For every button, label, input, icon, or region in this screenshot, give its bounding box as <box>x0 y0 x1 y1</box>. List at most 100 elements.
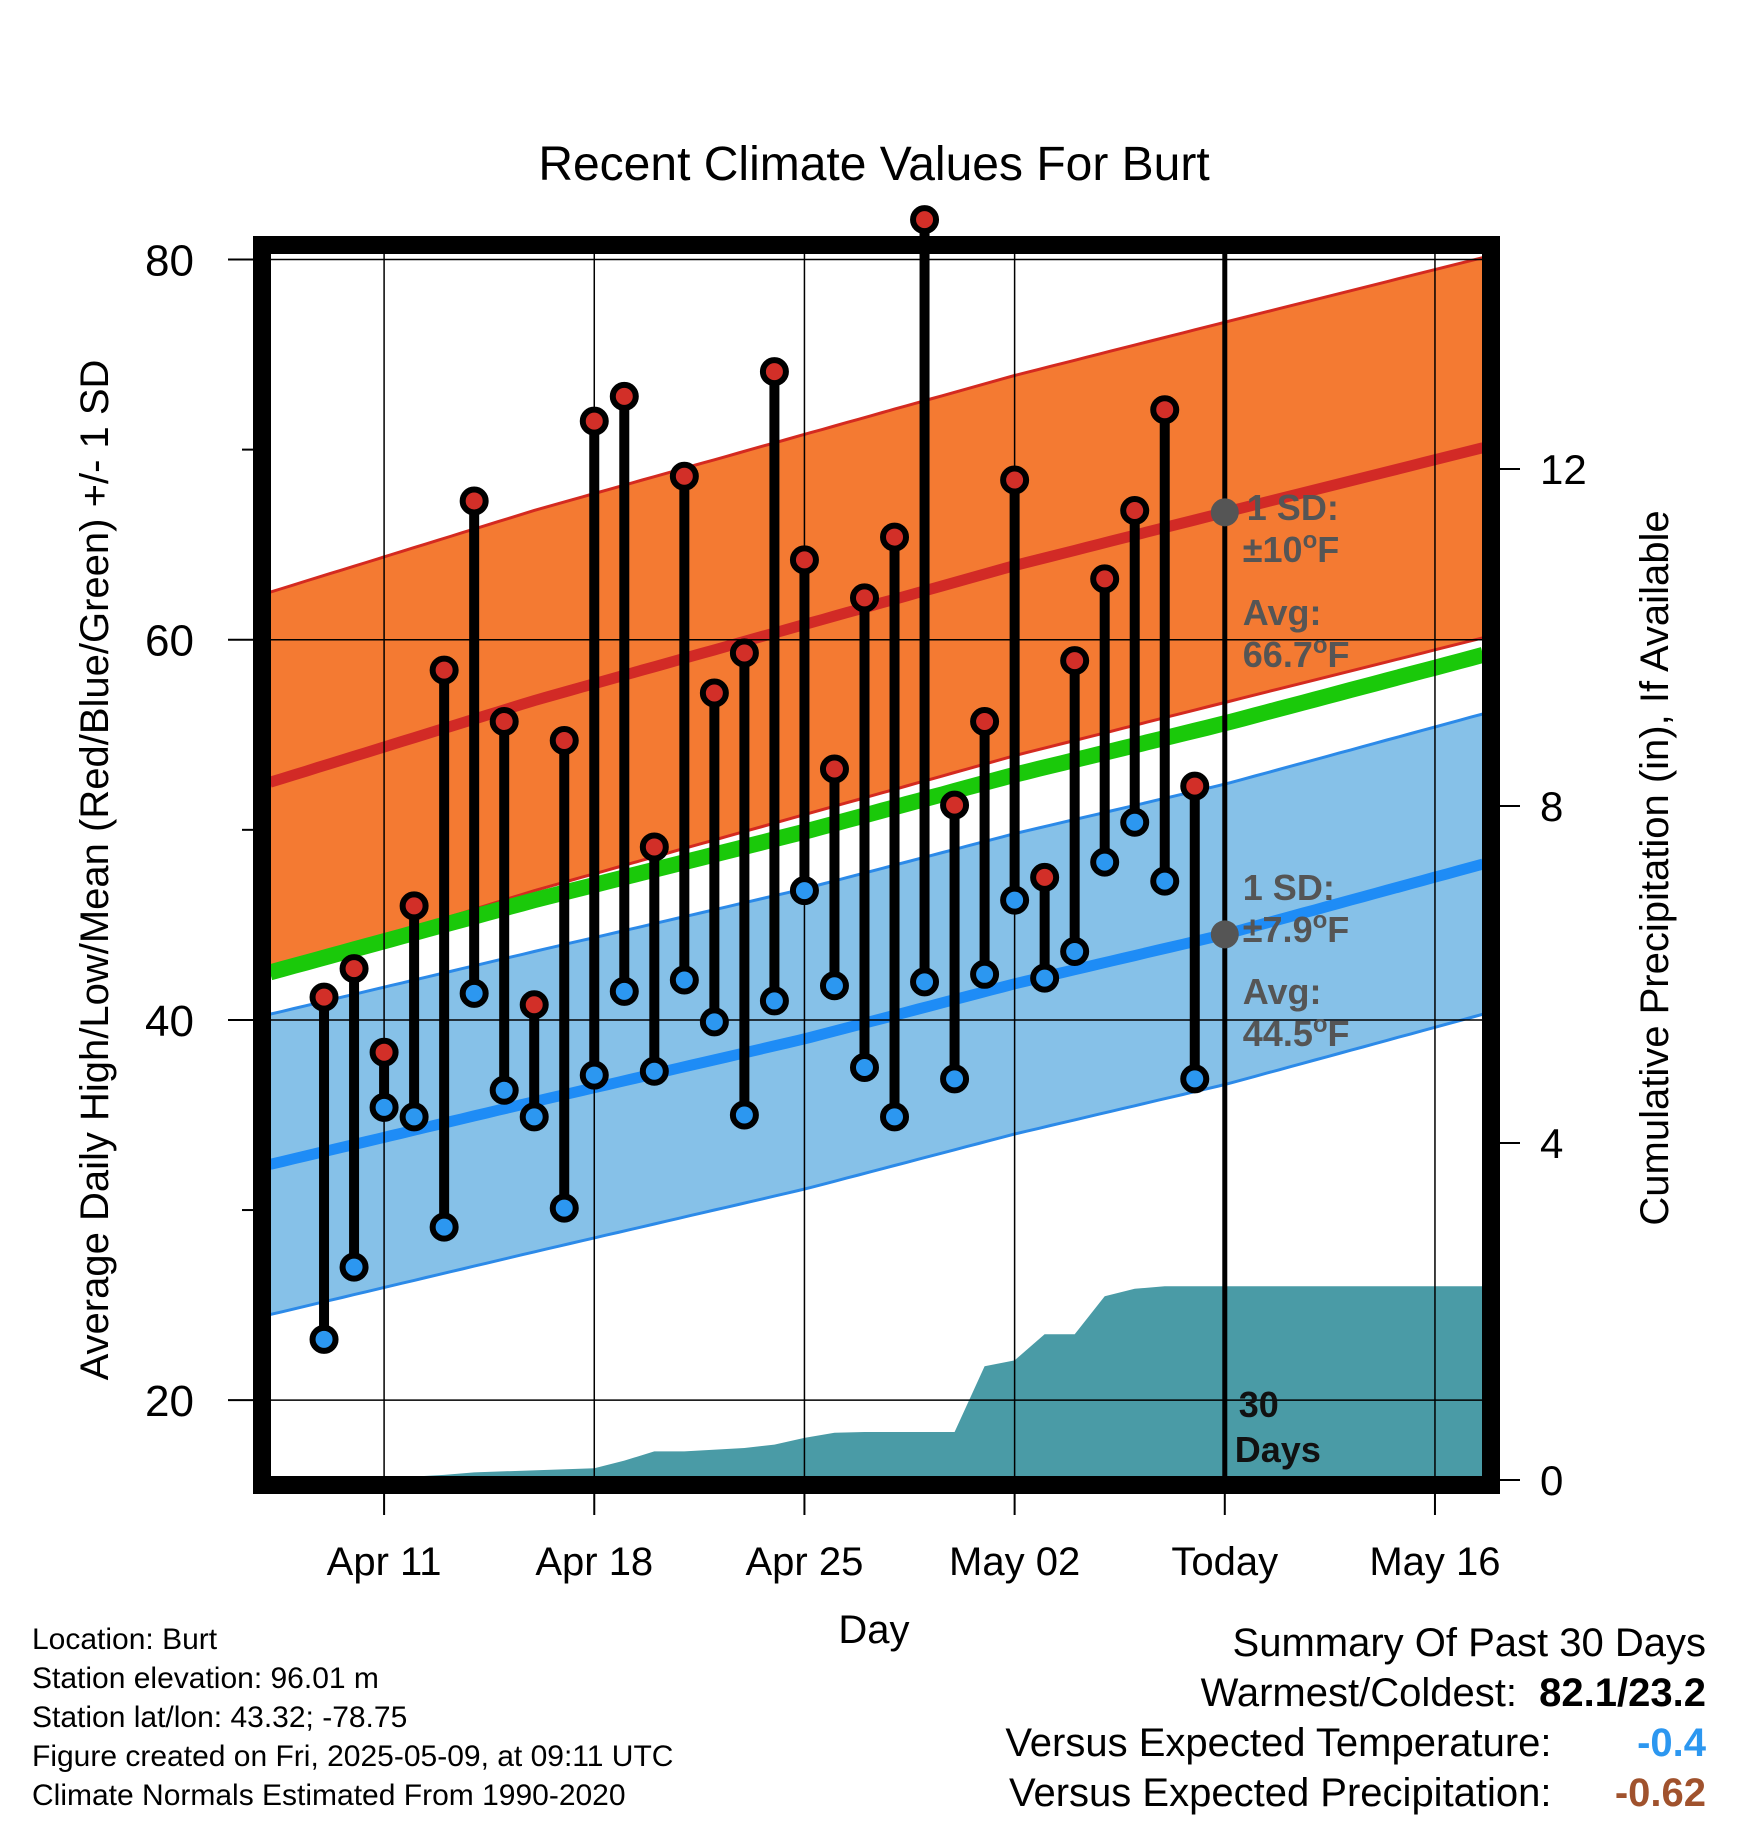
day-range-28 <box>880 522 910 1132</box>
high-point <box>789 545 819 575</box>
high-point <box>459 486 489 516</box>
high-point <box>489 706 519 736</box>
day-range-22 <box>699 678 729 1037</box>
high-point <box>1000 465 1030 495</box>
high-sd-band <box>270 257 1483 973</box>
precip-area <box>270 1286 1483 1480</box>
precip-value: -0.62 <box>1614 1771 1706 1815</box>
high-point <box>699 678 729 708</box>
day-range-38 <box>1180 771 1210 1094</box>
high-point <box>849 583 879 613</box>
x-tick-label: May 16 <box>1369 1540 1500 1584</box>
y-tick-label: 80 <box>145 237 194 286</box>
day-range-33 <box>1030 862 1060 993</box>
high-point <box>609 381 639 411</box>
low-point <box>399 1102 429 1132</box>
low-sd-band <box>270 713 1483 1315</box>
day-range-15 <box>489 706 519 1105</box>
high-point <box>940 790 970 820</box>
high-point <box>519 990 549 1020</box>
x-tick-label: Apr 11 <box>327 1540 442 1584</box>
low-point <box>910 967 940 997</box>
day-range-31 <box>970 706 1000 989</box>
high-point <box>309 982 339 1012</box>
high-avg-label: Avg: <box>1243 592 1322 633</box>
y-tick-label: 20 <box>145 1377 194 1426</box>
low-point <box>489 1075 519 1105</box>
low-avg-marker <box>1210 920 1239 949</box>
low-point <box>1150 866 1180 896</box>
day-range-20 <box>639 832 669 1086</box>
high-point <box>1060 646 1090 676</box>
high-point <box>910 205 940 235</box>
day-range-36 <box>1120 495 1150 837</box>
day-range-25 <box>789 545 819 906</box>
low-point <box>1120 807 1150 837</box>
summary-warm-cold: Warmest/Coldest: 82.1/23.2 <box>1005 1668 1706 1718</box>
today-days-word: Days <box>1235 1429 1321 1470</box>
low-point <box>699 1007 729 1037</box>
x-tick-label: Apr 25 <box>746 1540 864 1584</box>
low-point <box>669 965 699 995</box>
low-point <box>429 1212 459 1242</box>
day-range-34 <box>1060 646 1090 966</box>
day-range-37 <box>1150 395 1180 896</box>
y-tick-label: 40 <box>145 997 194 1046</box>
day-range-21 <box>669 461 699 995</box>
temp-value: -0.4 <box>1637 1721 1706 1765</box>
high-point <box>1180 771 1210 801</box>
high-point <box>669 461 699 491</box>
low-point <box>1180 1064 1210 1094</box>
low-point <box>519 1102 549 1132</box>
y2-tick-label: 8 <box>1540 783 1563 830</box>
chart-title: Recent Climate Values For Burt <box>538 138 1209 191</box>
low-point <box>759 986 789 1016</box>
low-point <box>549 1193 579 1223</box>
temp-label: Versus Expected Temperature: <box>1005 1721 1552 1765</box>
y-axis-label: Average Daily High/Low/Mean (Red/Blue/Gr… <box>73 360 117 1381</box>
low-point <box>970 959 1000 989</box>
low-point <box>819 971 849 1001</box>
low-band-lower-edge <box>270 1012 1483 1317</box>
low-point <box>729 1100 759 1130</box>
day-range-9 <box>309 982 339 1354</box>
low-point <box>639 1056 669 1086</box>
y2-axis-label: Cumulative Precipitation (in), If Availa… <box>1633 510 1677 1225</box>
low-point <box>880 1102 910 1132</box>
high-point <box>1090 564 1120 594</box>
low-avg-value: 44.5oF <box>1243 1011 1350 1054</box>
high-point <box>819 754 849 784</box>
high-point <box>880 522 910 552</box>
day-range-14 <box>459 486 489 1008</box>
day-range-26 <box>819 754 849 1001</box>
summary-precip: Versus Expected Precipitation: -0.62 <box>1005 1768 1706 1818</box>
high-point <box>639 832 669 862</box>
low-point <box>339 1252 369 1282</box>
day-range-32 <box>1000 465 1030 915</box>
low-point <box>369 1092 399 1122</box>
station-info: Location: Burt Station elevation: 96.01 … <box>32 1620 673 1815</box>
warm-cold-label: Warmest/Coldest: <box>1200 1671 1517 1715</box>
x-tick-label: Today <box>1171 1540 1278 1584</box>
y2-tick-label: 12 <box>1540 446 1587 493</box>
normals-text: Climate Normals Estimated From 1990-2020 <box>32 1779 626 1812</box>
location-text: Location: Burt <box>32 1623 218 1656</box>
high-point <box>1030 862 1060 892</box>
x-axis-label: Day <box>838 1608 909 1652</box>
day-range-24 <box>759 357 789 1016</box>
high-sd-label: 1 SD: <box>1247 487 1339 528</box>
summary-panel: Summary Of Past 30 Days Warmest/Coldest:… <box>1005 1618 1706 1818</box>
y-tick-label: 60 <box>145 617 194 666</box>
day-range-30 <box>940 790 970 1094</box>
high-point <box>549 725 579 755</box>
high-avg-marker <box>1210 498 1239 527</box>
high-point <box>1150 395 1180 425</box>
low-point <box>1000 885 1030 915</box>
low-avg-label: Avg: <box>1243 971 1322 1012</box>
low-point <box>609 976 639 1006</box>
low-point <box>789 876 819 906</box>
y2-tick-label: 0 <box>1540 1457 1563 1504</box>
low-point <box>309 1324 339 1354</box>
low-sd-label: 1 SD: <box>1243 867 1335 908</box>
